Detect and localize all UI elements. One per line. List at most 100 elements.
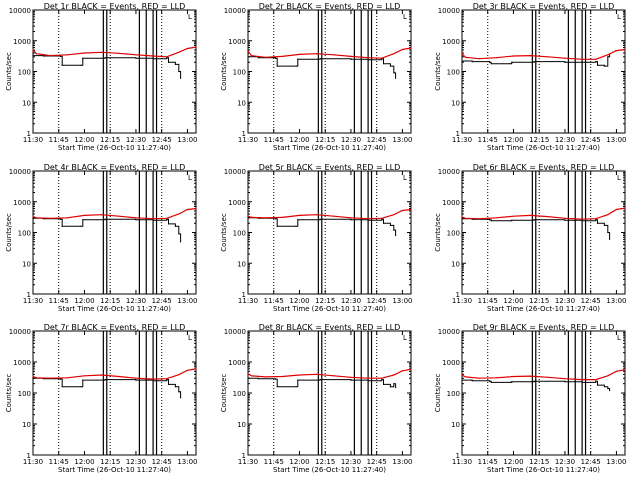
data-point-events: [247, 377, 249, 379]
x-tick-label: 12:45: [581, 458, 601, 466]
data-point-lld: [478, 218, 480, 220]
legend-mark: L: [617, 174, 621, 182]
data-point-lld: [581, 218, 583, 220]
data-point-lld: [49, 54, 51, 57]
data-point-events: [381, 218, 383, 220]
data-point-events: [61, 225, 63, 227]
data-point-events: [295, 65, 297, 67]
data-point-events: [509, 220, 511, 222]
data-point-events: [608, 389, 611, 392]
x-axis-label: Start Time (26-Oct-10 11:27:40): [487, 144, 600, 152]
x-tick-label: 12:00: [289, 458, 309, 466]
x-tick-label: 12:15: [100, 458, 120, 466]
y-axis-label: Counts/sec: [434, 52, 442, 91]
y-tick-label: 1000: [13, 38, 31, 46]
y-tick-label: 1000: [228, 199, 246, 207]
x-tick-label: 11:45: [49, 458, 69, 466]
x-tick-label: 11:45: [478, 297, 498, 305]
data-point-lld: [195, 368, 197, 370]
data-point-events: [32, 217, 34, 219]
data-point-events: [607, 387, 609, 390]
x-tick-label: 12:15: [529, 136, 549, 144]
data-point-lld: [530, 214, 532, 216]
data-point-events: [581, 381, 583, 383]
data-point-lld: [495, 217, 497, 219]
data-point-lld: [35, 53, 38, 55]
data-point-events: [471, 60, 473, 63]
data-point-events: [603, 65, 606, 67]
data-point-lld: [298, 214, 301, 216]
data-point-events: [152, 380, 154, 382]
y-tick-label: 10: [237, 421, 246, 429]
data-point-lld: [247, 373, 249, 375]
data-point-events: [152, 58, 154, 60]
data-point-events: [603, 224, 606, 227]
chart-title: Det 5r BLACK = Events, RED = LLD: [259, 163, 401, 172]
plot-frame: [32, 9, 197, 134]
data-point-lld: [607, 54, 609, 56]
y-tick-label: 1: [242, 130, 246, 138]
x-tick-label: 13:00: [392, 136, 412, 144]
data-point-events: [319, 218, 321, 220]
x-tick-label: 12:45: [367, 458, 387, 466]
x-axis-label: Start Time (26-Oct-10 11:27:40): [58, 305, 171, 313]
x-tick-label: 12:30: [341, 136, 361, 144]
data-point-events: [393, 229, 395, 231]
data-point-lld: [186, 47, 189, 50]
data-point-lld: [393, 214, 395, 216]
data-point-events: [490, 220, 492, 222]
data-point-lld: [152, 55, 154, 57]
y-tick-label: 100: [233, 390, 246, 398]
data-point-events: [104, 379, 106, 381]
data-point-events: [367, 219, 369, 221]
y-tick-label: 1: [456, 130, 460, 138]
data-point-events: [167, 223, 170, 225]
y-tick-label: 100: [18, 230, 31, 238]
data-point-lld: [250, 54, 253, 57]
y-tick-label: 1000: [13, 359, 31, 367]
x-tick-label: 12:00: [503, 458, 523, 466]
data-point-lld: [247, 215, 249, 217]
data-point-lld: [350, 55, 352, 57]
y-tick-label: 10: [22, 421, 31, 429]
x-tick-label: 13:00: [606, 297, 626, 305]
data-point-lld: [195, 207, 197, 210]
data-point-lld: [581, 379, 583, 381]
data-point-lld: [49, 217, 51, 219]
y-axis-label: Counts/sec: [5, 213, 13, 252]
data-point-lld: [624, 207, 626, 209]
x-tick-label: 12:45: [367, 136, 387, 144]
data-point-events: [382, 222, 385, 224]
chart-title: Det 6r BLACK = Events, RED = LLD: [473, 163, 615, 172]
data-point-events: [533, 380, 535, 382]
data-point-lld: [478, 58, 480, 60]
data-point-events: [59, 218, 62, 220]
data-point-lld: [410, 47, 412, 49]
data-point-lld: [281, 55, 283, 57]
x-tick-label: 12:15: [100, 297, 120, 305]
data-point-lld: [152, 378, 154, 380]
data-point-lld: [564, 217, 566, 219]
y-tick-label: 1000: [13, 199, 31, 207]
data-point-lld: [166, 217, 168, 219]
data-point-events: [607, 231, 609, 234]
x-tick-label: 12:00: [503, 297, 523, 305]
data-point-events: [488, 380, 491, 382]
data-point-events: [276, 386, 278, 388]
data-point-lld: [464, 56, 467, 58]
data-point-lld: [247, 50, 249, 52]
data-point-lld: [264, 217, 266, 219]
y-tick-label: 1000: [442, 38, 460, 46]
data-point-events: [461, 60, 463, 62]
data-point-lld: [118, 375, 120, 378]
data-point-events: [511, 219, 513, 221]
data-point-events: [135, 57, 137, 59]
data-point-events: [42, 55, 44, 57]
y-tick-label: 10: [451, 99, 460, 107]
data-point-events: [607, 56, 609, 58]
chart-title: Det 3r BLACK = Events, RED = LLD: [473, 2, 615, 11]
data-point-events: [82, 379, 84, 381]
y-tick-label: 10: [237, 99, 246, 107]
y-tick-label: 1: [27, 452, 31, 460]
